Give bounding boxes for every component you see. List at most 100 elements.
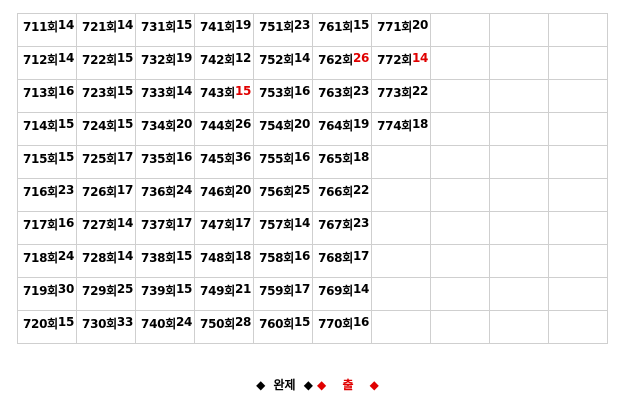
round-suffix: 회 bbox=[401, 86, 412, 100]
round-value: 14 bbox=[116, 18, 134, 32]
round-id: 763 bbox=[318, 86, 343, 100]
round-suffix: 회 bbox=[342, 152, 353, 166]
round-number: 763회 bbox=[318, 84, 353, 101]
round-cell: 738회 15 bbox=[135, 244, 196, 278]
round-value: 20 bbox=[293, 117, 311, 131]
round-id: 713 bbox=[23, 86, 48, 100]
round-cell: 753회 16 bbox=[253, 79, 314, 113]
round-id: 762 bbox=[318, 53, 343, 67]
round-cell: 730회 33 bbox=[76, 310, 137, 344]
round-number: 744회 bbox=[200, 117, 235, 134]
round-suffix: 회 bbox=[47, 218, 58, 232]
round-number: 766회 bbox=[318, 183, 353, 200]
round-value: 14 bbox=[352, 282, 370, 296]
round-suffix: 회 bbox=[106, 185, 117, 199]
round-cell: 741회 19 bbox=[194, 13, 255, 47]
round-number: 751회 bbox=[259, 18, 294, 35]
round-cell bbox=[430, 145, 491, 179]
round-number: 714회 bbox=[23, 117, 58, 134]
round-cell: 772회 14 bbox=[371, 46, 432, 80]
round-id: 712 bbox=[23, 53, 48, 67]
round-cell: 714회 15 bbox=[16, 112, 78, 146]
round-value: 23 bbox=[352, 84, 370, 98]
round-cell bbox=[430, 310, 491, 344]
table-row: 713회 16 723회 15 733회 14 743회 15 753회 16 763회 23 773회… bbox=[16, 79, 609, 113]
round-cell bbox=[430, 211, 491, 245]
round-cell: 734회 20 bbox=[135, 112, 196, 146]
round-suffix: 회 bbox=[224, 20, 235, 34]
round-suffix: 회 bbox=[342, 86, 353, 100]
round-number: 767회 bbox=[318, 216, 353, 233]
round-suffix: 회 bbox=[165, 86, 176, 100]
round-number: 761회 bbox=[318, 18, 353, 35]
round-cell bbox=[489, 79, 550, 113]
round-id: 719 bbox=[23, 284, 48, 298]
round-value: 20 bbox=[412, 18, 429, 32]
round-id: 729 bbox=[82, 284, 107, 298]
round-id: 772 bbox=[377, 53, 402, 67]
round-id: 726 bbox=[82, 185, 107, 199]
round-cell: 742회 12 bbox=[194, 46, 255, 80]
round-cell: 737회 17 bbox=[135, 211, 196, 245]
round-cell bbox=[489, 277, 550, 311]
round-number: 722회 bbox=[82, 51, 117, 68]
round-id: 768 bbox=[318, 251, 343, 265]
round-value: 15 bbox=[175, 249, 193, 263]
round-cell: 745회 36 bbox=[194, 145, 255, 179]
round-suffix: 회 bbox=[106, 86, 117, 100]
round-number: 726회 bbox=[82, 183, 117, 200]
round-cell: 752회 14 bbox=[253, 46, 314, 80]
round-id: 720 bbox=[23, 317, 48, 331]
round-cell bbox=[430, 277, 491, 311]
round-value: 15 bbox=[293, 315, 311, 329]
round-cell bbox=[489, 46, 550, 80]
round-cell: 770회 16 bbox=[312, 310, 373, 344]
round-cell bbox=[548, 112, 609, 146]
round-id: 759 bbox=[259, 284, 284, 298]
round-cell bbox=[548, 310, 609, 344]
round-suffix: 회 bbox=[342, 251, 353, 265]
round-value: 17 bbox=[116, 150, 134, 164]
round-cell: 723회 15 bbox=[76, 79, 137, 113]
round-suffix: 회 bbox=[47, 185, 58, 199]
round-cell: 774회 18 bbox=[371, 112, 432, 146]
round-number: 711회 bbox=[23, 18, 58, 35]
round-id: 754 bbox=[259, 119, 284, 133]
round-number: 740회 bbox=[141, 315, 176, 332]
round-value: 16 bbox=[175, 150, 193, 164]
round-cell bbox=[430, 244, 491, 278]
round-id: 764 bbox=[318, 119, 343, 133]
round-cell: 736회 24 bbox=[135, 178, 196, 212]
round-number: 748회 bbox=[200, 249, 235, 266]
round-suffix: 회 bbox=[47, 20, 58, 34]
round-id: 733 bbox=[141, 86, 166, 100]
round-cell: 726회 17 bbox=[76, 178, 137, 212]
round-cell: 771회 20 bbox=[371, 13, 432, 47]
round-value: 14 bbox=[116, 249, 134, 263]
round-id: 718 bbox=[23, 251, 48, 265]
round-suffix: 회 bbox=[283, 86, 294, 100]
diamond-icon: ◆ bbox=[256, 378, 266, 392]
round-cell: 748회 18 bbox=[194, 244, 255, 278]
table-row: 714회 15 724회 15 734회 20 744회 26 754회 20 764회 19 774회… bbox=[16, 112, 609, 146]
round-value: 36 bbox=[234, 150, 252, 164]
round-suffix: 회 bbox=[401, 20, 412, 34]
round-suffix: 회 bbox=[401, 119, 412, 133]
round-value: 24 bbox=[175, 183, 193, 197]
round-value: 24 bbox=[57, 249, 75, 263]
round-value: 30 bbox=[57, 282, 75, 296]
round-suffix: 회 bbox=[342, 53, 353, 67]
round-cell: 762회 26 bbox=[312, 46, 373, 80]
round-number: 723회 bbox=[82, 84, 117, 101]
round-value: 15 bbox=[175, 18, 193, 32]
round-value: 33 bbox=[116, 315, 134, 329]
round-id: 774 bbox=[377, 119, 402, 133]
round-suffix: 회 bbox=[165, 119, 176, 133]
round-value: 25 bbox=[116, 282, 134, 296]
round-suffix: 회 bbox=[47, 119, 58, 133]
round-suffix: 회 bbox=[106, 119, 117, 133]
round-cell: 760회 15 bbox=[253, 310, 314, 344]
round-suffix: 회 bbox=[342, 185, 353, 199]
legend-complete-label: 완제 bbox=[273, 378, 296, 392]
round-cell bbox=[430, 112, 491, 146]
